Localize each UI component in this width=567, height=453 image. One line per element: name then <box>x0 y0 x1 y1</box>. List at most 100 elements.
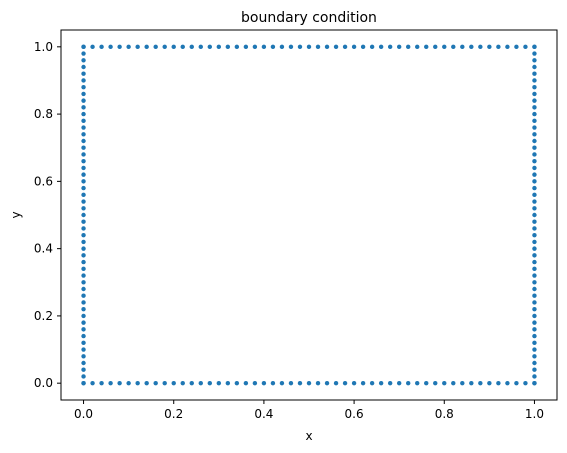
scatter-point <box>532 259 537 265</box>
scatter-point <box>469 380 474 386</box>
scatter-point <box>532 138 537 144</box>
scatter-point <box>189 44 194 50</box>
scatter-point <box>117 44 122 50</box>
scatter-point <box>360 44 366 50</box>
scatter-point <box>396 44 402 50</box>
scatter-point <box>532 246 537 251</box>
scatter-points <box>81 44 537 386</box>
scatter-point <box>171 380 176 386</box>
scatter-point <box>532 340 537 346</box>
x-axis-label: x <box>305 429 312 443</box>
scatter-point <box>243 380 249 386</box>
scatter-point <box>451 44 456 50</box>
scatter-point <box>81 313 86 319</box>
scatter-point <box>406 380 411 386</box>
scatter-point <box>451 380 456 386</box>
scatter-point <box>306 44 312 50</box>
scatter-point <box>81 253 86 258</box>
scatter-point <box>369 380 375 386</box>
scatter-point <box>415 380 420 386</box>
scatter-point <box>225 380 231 386</box>
scatter-point <box>532 64 537 70</box>
x-tick-label: 0.8 <box>435 407 454 421</box>
scatter-point <box>532 84 537 90</box>
scatter-point <box>532 105 537 110</box>
scatter-point <box>532 354 537 359</box>
scatter-point <box>99 380 104 386</box>
scatter-point <box>81 293 86 298</box>
scatter-point <box>369 44 375 50</box>
scatter-point <box>180 380 185 386</box>
scatter-point <box>81 199 86 204</box>
scatter-point <box>442 380 447 386</box>
scatter-point <box>108 380 113 386</box>
scatter-point <box>532 280 537 285</box>
scatter-point <box>532 206 537 211</box>
scatter-point <box>252 44 258 50</box>
scatter-point <box>81 98 86 103</box>
scatter-point <box>81 125 86 130</box>
scatter-point <box>342 44 348 50</box>
scatter-point <box>81 64 86 70</box>
scatter-point <box>487 44 492 50</box>
scatter-point <box>532 98 537 103</box>
scatter-point <box>496 380 501 386</box>
scatter-point <box>532 125 537 130</box>
scatter-point <box>532 44 537 50</box>
scatter-point <box>532 145 537 150</box>
scatter-point <box>81 333 86 339</box>
y-axis-ticks: 0.0 0.2 0.4 0.6 0.8 1.0 <box>34 40 61 390</box>
scatter-point <box>81 239 86 245</box>
scatter-point <box>424 380 429 386</box>
scatter-point <box>81 347 86 352</box>
scatter-point <box>135 380 140 386</box>
scatter-point <box>514 380 519 386</box>
scatter-point <box>342 380 348 386</box>
scatter-point <box>279 380 285 386</box>
chart-title: boundary condition <box>241 10 377 26</box>
scatter-point <box>81 118 86 124</box>
scatter-point <box>81 152 86 157</box>
scatter-point <box>153 44 158 50</box>
scatter-point <box>532 78 537 83</box>
scatter-point <box>532 165 537 171</box>
scatter-point <box>261 44 267 50</box>
scatter-point <box>81 111 86 117</box>
scatter-point <box>297 44 303 50</box>
scatter-point <box>333 44 339 50</box>
scatter-point <box>532 360 537 366</box>
scatter-point <box>81 105 86 110</box>
scatter-point <box>81 145 86 150</box>
scatter-point <box>234 44 240 50</box>
plot-frame <box>60 29 558 401</box>
scatter-point <box>81 158 86 164</box>
scatter-point <box>297 380 303 386</box>
scatter-point <box>324 44 330 50</box>
scatter-point <box>532 199 537 204</box>
scatter-point <box>487 380 492 386</box>
scatter-point <box>505 380 510 386</box>
scatter-point <box>81 91 86 97</box>
scatter-point <box>532 333 537 339</box>
scatter-point <box>216 44 222 50</box>
scatter-point <box>189 380 194 386</box>
scatter-point <box>81 232 86 238</box>
scatter-point <box>81 266 86 272</box>
scatter-point <box>324 380 330 386</box>
y-tick-label: 0.6 <box>34 174 53 188</box>
scatter-point <box>81 374 86 379</box>
scatter-point <box>532 286 537 292</box>
scatter-point <box>532 232 537 238</box>
scatter-point <box>415 44 420 50</box>
scatter-point <box>532 380 537 386</box>
x-axis-ticks: 0.0 0.2 0.4 0.6 0.8 1.0 <box>74 400 544 421</box>
scatter-point <box>81 206 86 211</box>
scatter-point <box>216 380 222 386</box>
scatter-point <box>81 44 86 50</box>
scatter-point <box>270 44 276 50</box>
scatter-point <box>532 374 537 379</box>
scatter-point <box>90 380 95 386</box>
scatter-point <box>460 44 465 50</box>
scatter-point <box>81 172 86 177</box>
scatter-point <box>442 44 447 50</box>
